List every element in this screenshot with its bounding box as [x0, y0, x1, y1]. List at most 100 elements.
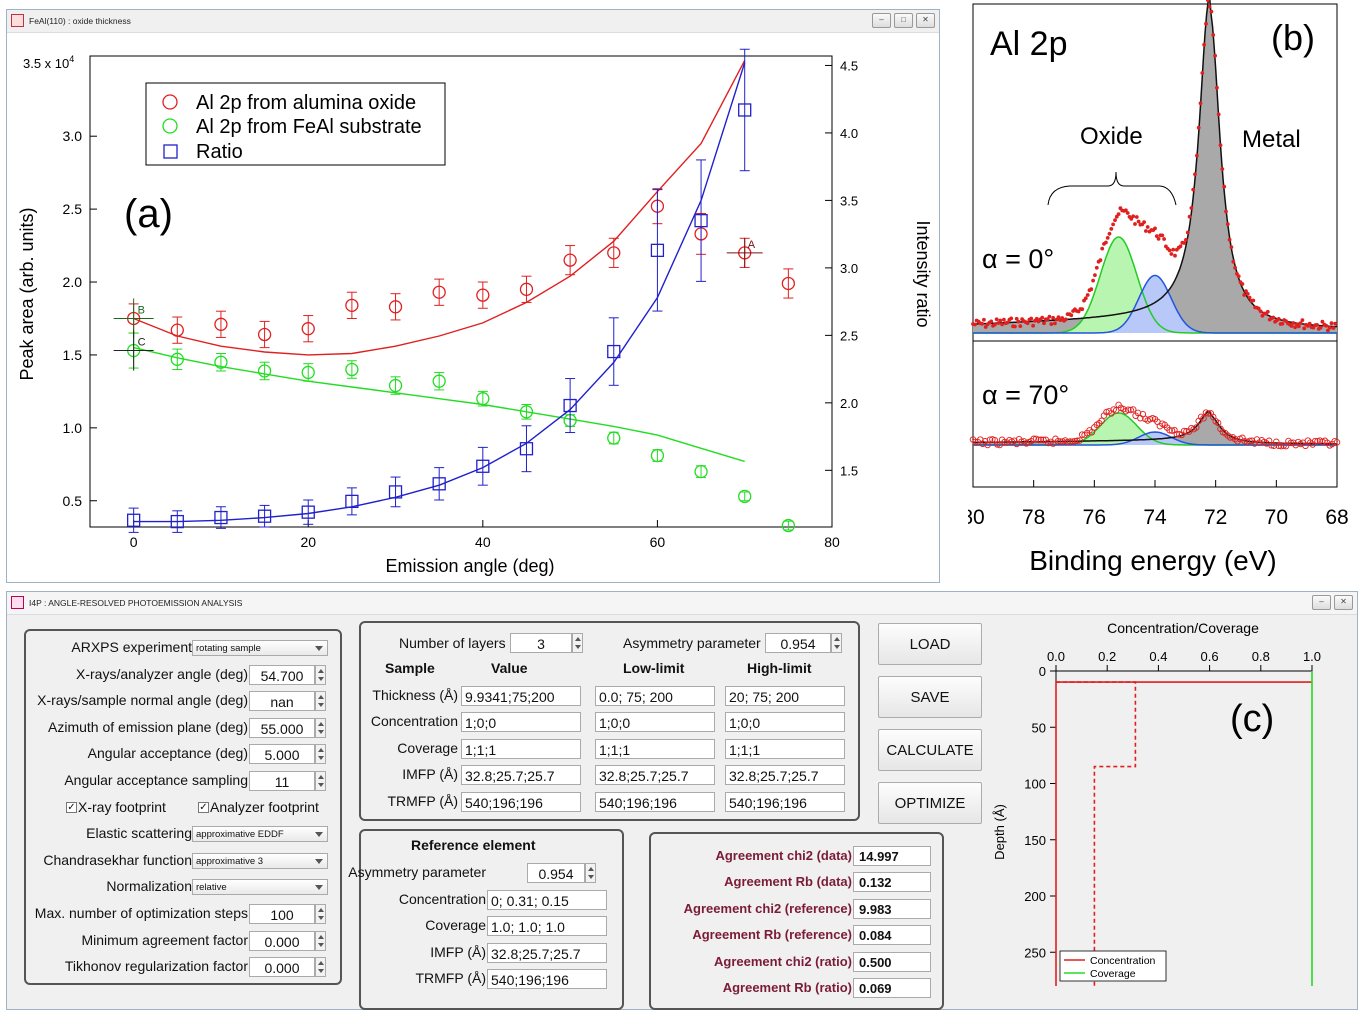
data-point [983, 325, 988, 329]
layer-low-limit-field[interactable]: 32.8;25.7;25.7 [595, 765, 715, 786]
minimize-icon[interactable]: – [872, 13, 891, 28]
reference-group: Reference element Asymmetry parameter 0.9… [348, 829, 624, 1010]
setting-label: Elastic scattering [86, 825, 192, 842]
layer-value-field[interactable]: 540;196;196 [461, 791, 581, 812]
layer-value-field[interactable]: 1;1;1 [461, 738, 581, 759]
calculate-button[interactable]: CALCULATE [878, 729, 982, 771]
layer-low-limit-field[interactable]: 540;196;196 [595, 791, 715, 812]
setting-select[interactable]: rotating sample [192, 640, 328, 656]
setting-select[interactable]: approximative EDDF [192, 826, 328, 843]
layer-high-limit-field[interactable]: 32.8;25.7;25.7 [725, 765, 845, 786]
spin-arrows-icon[interactable] [315, 691, 326, 712]
layer-low-limit-field[interactable]: 0.0; 75; 200 [595, 686, 715, 706]
layer-high-limit-field[interactable]: 20; 75; 200 [725, 686, 845, 706]
setting-select-value: approximative EDDF [196, 829, 284, 841]
data-point [1227, 237, 1232, 242]
oxide-thickness-window: FeAl(110) : oxide thickness – □ ✕ 0 20 40 6… [6, 9, 940, 583]
layer-high-limit-field[interactable]: 1;1;1 [725, 738, 845, 759]
setting-field[interactable]: 55.000 [249, 717, 315, 738]
data-point [1169, 252, 1174, 256]
layer-low-limit-field[interactable]: 1;0;0 [595, 712, 715, 733]
reference-field[interactable]: 0; 0.31; 0.15 [487, 889, 607, 910]
data-point [1125, 211, 1130, 215]
xray-footprint-checkbox[interactable]: ✓ [66, 801, 77, 813]
window-a-titlebar[interactable]: FeAl(110) : oxide thickness – □ ✕ [7, 10, 939, 33]
spin-arrows-icon[interactable] [315, 744, 326, 765]
data-point [1277, 442, 1285, 450]
metal-label: Metal [1242, 126, 1301, 153]
setting-field[interactable]: nan [249, 691, 315, 712]
data-point [1142, 220, 1146, 225]
data-point [1271, 315, 1276, 320]
window-c-titlebar[interactable]: I4P : ANGLE-RESOLVED PHOTOEMISSION ANALY… [7, 592, 1357, 615]
load-button[interactable]: LOAD [878, 623, 982, 665]
reference-asymmetry-field[interactable]: 0.954 [527, 863, 585, 883]
spin-arrows-icon[interactable] [315, 957, 326, 978]
reference-field[interactable]: 1.0; 1.0; 1.0 [487, 916, 607, 936]
close-icon[interactable]: ✕ [1334, 595, 1353, 610]
setting-label: Angular acceptance (deg) [87, 745, 248, 762]
data-point [972, 322, 977, 327]
spin-arrows-icon[interactable] [585, 863, 596, 883]
data-point [1231, 259, 1236, 264]
close-icon[interactable]: ✕ [916, 13, 935, 28]
legend-oxide: Al 2p from alumina oxide [196, 92, 416, 114]
setting-select-value: relative [196, 882, 227, 894]
spin-arrows-icon[interactable] [315, 664, 326, 685]
data-point [1233, 265, 1237, 270]
data-point [1016, 319, 1021, 324]
spin-arrows-icon[interactable] [315, 904, 326, 924]
num-layers-field[interactable]: 3 [510, 633, 572, 653]
y2-tick-label: 4.5 [840, 58, 858, 73]
data-point [1280, 442, 1287, 449]
spin-arrows-icon[interactable] [831, 633, 842, 653]
layer-high-limit-field[interactable]: 1;0;0 [725, 712, 845, 733]
spin-arrows-icon[interactable] [315, 717, 326, 738]
data-point [1160, 233, 1165, 238]
layer-value-field[interactable]: 9.9341;75;200 [461, 686, 581, 706]
spin-arrows-icon[interactable] [572, 633, 583, 653]
setting-field[interactable]: 11 [249, 771, 315, 791]
layer-low-limit-field[interactable]: 1;1;1 [595, 738, 715, 759]
layer-value-field[interactable]: 32.8;25.7;25.7 [461, 765, 581, 786]
setting-select[interactable]: relative [192, 879, 328, 896]
reference-field[interactable]: 32.8;25.7;25.7 [487, 942, 607, 963]
substrate-point [519, 405, 534, 419]
save-button[interactable]: SAVE [878, 676, 982, 718]
agreement-label: Agreement chi2 (ratio) [714, 953, 852, 969]
setting-select[interactable]: approximative 3 [192, 852, 328, 869]
optimize-button[interactable]: OPTIMIZE [878, 782, 982, 824]
minimize-icon[interactable]: – [1312, 595, 1331, 610]
layer-high-limit-field[interactable]: 540;196;196 [725, 791, 845, 812]
setting-field[interactable]: 54.700 [249, 664, 315, 685]
data-point [1289, 324, 1294, 328]
layer-value-field[interactable]: 1;0;0 [461, 712, 581, 733]
setting-label: X-rays/sample normal angle (deg) [37, 692, 248, 709]
setting-field[interactable]: 5.000 [249, 744, 315, 765]
maximize-icon[interactable]: □ [894, 13, 913, 28]
oxide-point [432, 285, 446, 299]
layer-row-label: Concentration [370, 713, 458, 730]
agreement-group: Agreement chi2 (data) 14.997 Agreement Rb … [649, 832, 944, 1010]
setting-select-value: approximative 3 [196, 855, 264, 867]
oxide-point [563, 253, 577, 267]
data-point [1193, 172, 1197, 177]
asymmetry-field[interactable]: 0.954 [765, 633, 831, 653]
setting-field[interactable]: 100 [249, 904, 315, 924]
oxide-point [476, 288, 490, 302]
ratio-point [257, 509, 272, 523]
data-point [1013, 324, 1017, 329]
ratio-point [607, 344, 621, 359]
data-point [1225, 222, 1230, 227]
reference-field[interactable]: 540;196;196 [487, 969, 607, 989]
agreement-value: 0.500 [853, 951, 931, 972]
oxide-component-2-line [973, 274, 1337, 334]
analyzer-footprint-checkbox[interactable]: ✓ [198, 801, 209, 813]
spin-arrows-icon[interactable] [315, 771, 326, 791]
data-point [1265, 309, 1270, 314]
data-point [1018, 324, 1023, 328]
spin-arrows-icon[interactable] [315, 930, 326, 951]
setting-field[interactable]: 0.000 [249, 930, 315, 951]
data-point [1293, 325, 1297, 330]
setting-field[interactable]: 0.000 [249, 957, 315, 978]
